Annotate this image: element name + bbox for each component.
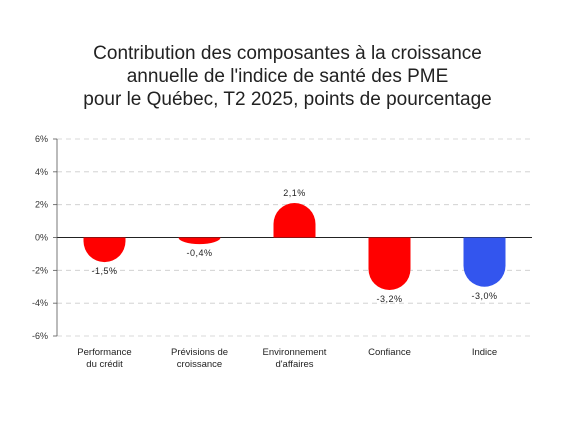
category-label: Environnement — [263, 347, 327, 358]
category-label: Performance — [77, 347, 131, 358]
bar — [368, 237, 411, 291]
y-tick-label: 6% — [35, 134, 48, 144]
bar — [273, 203, 316, 238]
category-label: Indice — [472, 347, 497, 358]
y-tick-label: -2% — [32, 265, 48, 275]
category-label: croissance — [177, 359, 222, 370]
y-tick-label: -6% — [32, 331, 48, 341]
y-tick-label: 2% — [35, 200, 48, 210]
category-label: Confiance — [368, 347, 411, 358]
data-label: -0,4% — [186, 248, 212, 258]
bar — [83, 237, 126, 263]
data-label: -3,0% — [471, 291, 497, 301]
data-label: -3,2% — [376, 294, 402, 304]
chart-title-line-2: annuelle de l'indice de santé des PME — [126, 66, 449, 87]
data-label: 2,1% — [283, 188, 306, 198]
category-label: Prévisions de — [171, 347, 228, 358]
bar — [463, 237, 506, 287]
bar — [178, 237, 221, 245]
chart-title-line-3: pour le Québec, T2 2025, points de pourc… — [83, 89, 492, 110]
chart-title: Contribution des composantes à la croiss… — [0, 42, 575, 111]
chart-title-line-1: Contribution des composantes à la croiss… — [93, 43, 482, 64]
y-tick-label: -4% — [32, 298, 48, 308]
y-tick-label: 0% — [35, 233, 48, 243]
category-label: du crédit — [86, 359, 123, 370]
y-tick-label: 4% — [35, 167, 48, 177]
category-label: d'affaires — [275, 359, 313, 370]
data-label: -1,5% — [91, 266, 117, 276]
